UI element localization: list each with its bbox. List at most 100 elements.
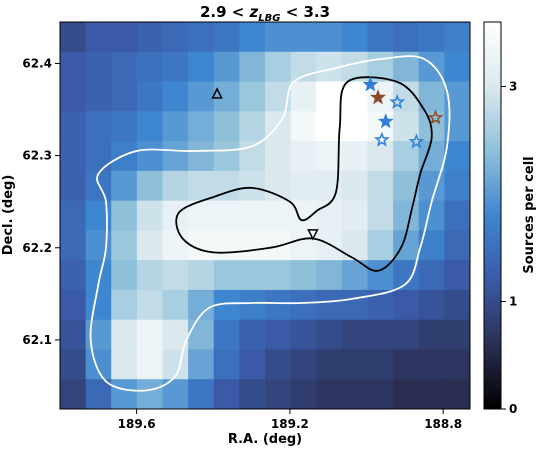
heatmap-cell — [393, 319, 420, 351]
y-axis: 62.1 62.2 62.3 62.4 — [22, 56, 60, 347]
heatmap-cell — [162, 22, 189, 53]
heatmap-cell — [111, 230, 138, 261]
star-marker — [377, 113, 394, 129]
heatmap-cell — [444, 379, 470, 409]
heatmap-cell — [111, 141, 138, 172]
heatmap-cell — [341, 200, 369, 231]
heatmap-cell — [341, 111, 369, 142]
heatmap-cell — [444, 319, 470, 351]
heatmap-cell — [367, 22, 394, 53]
heatmap-cell — [111, 349, 138, 380]
heatmap-cell — [60, 81, 87, 112]
heatmap-cell — [265, 141, 292, 172]
heatmap-cell — [136, 51, 164, 83]
triangle-up-marker — [211, 87, 223, 99]
heatmap-cell — [213, 379, 240, 409]
heatmap-cell — [316, 200, 343, 231]
heatmap-cell — [213, 319, 240, 351]
heatmap-cell — [162, 141, 189, 172]
heatmap-cell — [265, 51, 292, 83]
heatmap-cell — [136, 349, 164, 380]
heatmap-cell — [162, 200, 189, 231]
heatmap-cell — [213, 22, 240, 53]
heatmap-cell — [367, 141, 394, 172]
heatmap-cell — [111, 51, 138, 83]
heatmap-cell — [85, 379, 112, 409]
heatmap-cell — [60, 260, 87, 291]
x-axis-label: R.A. (deg) — [228, 432, 302, 447]
heatmap-cell — [213, 111, 240, 142]
heatmap-cell — [290, 230, 317, 261]
heatmap-cell — [111, 379, 138, 409]
heatmap-cell — [341, 170, 369, 202]
heatmap-cell — [162, 289, 189, 321]
heatmap-cell — [188, 349, 215, 380]
heatmap-cell — [239, 51, 266, 83]
heatmap-cell — [239, 200, 266, 231]
heatmap-cell — [213, 260, 240, 291]
heatmap-cell — [290, 170, 317, 202]
heatmap-cell — [188, 200, 215, 231]
heatmap-cell — [213, 170, 240, 202]
heatmap-cell — [188, 170, 215, 202]
heatmap-cell — [265, 349, 292, 380]
heatmap-cell — [290, 349, 317, 380]
heatmap-cell — [444, 51, 470, 83]
chart-title-suffix: < 3.3 — [280, 3, 330, 21]
heatmap-cell — [367, 170, 394, 202]
chart-title-prefix: 2.9 < — [200, 3, 250, 21]
heatmap-cell — [367, 319, 394, 351]
heatmap-cell — [265, 200, 292, 231]
heatmap-cell — [265, 22, 292, 53]
heatmap-cell — [316, 111, 343, 142]
heatmap-cell — [393, 289, 420, 321]
source-markers — [211, 76, 444, 241]
heatmap-cell — [111, 319, 138, 351]
heatmap-cell — [316, 230, 343, 261]
heatmap-cell — [290, 111, 317, 142]
heatmap-cell — [85, 81, 112, 112]
heatmap-cell — [60, 230, 87, 261]
heatmap-cell — [367, 379, 394, 409]
heatmap-cell — [290, 379, 317, 409]
heatmap-cell — [290, 289, 317, 321]
heatmap-cell — [136, 111, 164, 142]
heatmap-cell — [136, 200, 164, 231]
heatmap-cell — [265, 260, 292, 291]
colorbar-tick-label: 1 — [509, 295, 517, 309]
heatmap-cell — [111, 170, 138, 202]
heatmap-cell — [188, 111, 215, 142]
x-tick-label: 189.6 — [118, 417, 156, 431]
heatmap-cell — [213, 81, 240, 112]
heatmap-cell — [85, 51, 112, 83]
y-tick-label: 62.4 — [22, 56, 52, 70]
heatmap-cell — [418, 170, 445, 202]
star-marker — [373, 131, 390, 147]
heatmap-cell — [60, 51, 87, 83]
heatmap-cell — [418, 230, 445, 261]
heatmap-cell — [239, 111, 266, 142]
heatmap-cell — [444, 200, 470, 231]
heatmap-cell — [136, 379, 164, 409]
heatmap-cell — [290, 22, 317, 53]
heatmap-cell — [136, 22, 164, 53]
heatmap-cell — [290, 319, 317, 351]
x-tick-label: 188.8 — [424, 417, 462, 431]
heatmap-cell — [316, 349, 343, 380]
colorbar-axis: 0 1 3 — [501, 80, 517, 416]
star-marker — [370, 89, 386, 105]
heatmap-cell — [290, 141, 317, 172]
heatmap-cell — [444, 22, 470, 53]
chart-title-variable: z — [249, 3, 259, 21]
heatmap-cell — [444, 349, 470, 380]
heatmap-cell — [188, 141, 215, 172]
heatmap-cell — [136, 289, 164, 321]
colorbar-tick-label: 3 — [509, 80, 517, 94]
heatmap-cell — [136, 230, 164, 261]
chart-title: 2.9 < zLBG < 3.3 — [200, 3, 330, 24]
heatmap-cell — [239, 260, 266, 291]
heatmap-cell — [341, 379, 369, 409]
colorbar-tick-label: 0 — [509, 402, 517, 416]
heatmap-cell — [265, 319, 292, 351]
